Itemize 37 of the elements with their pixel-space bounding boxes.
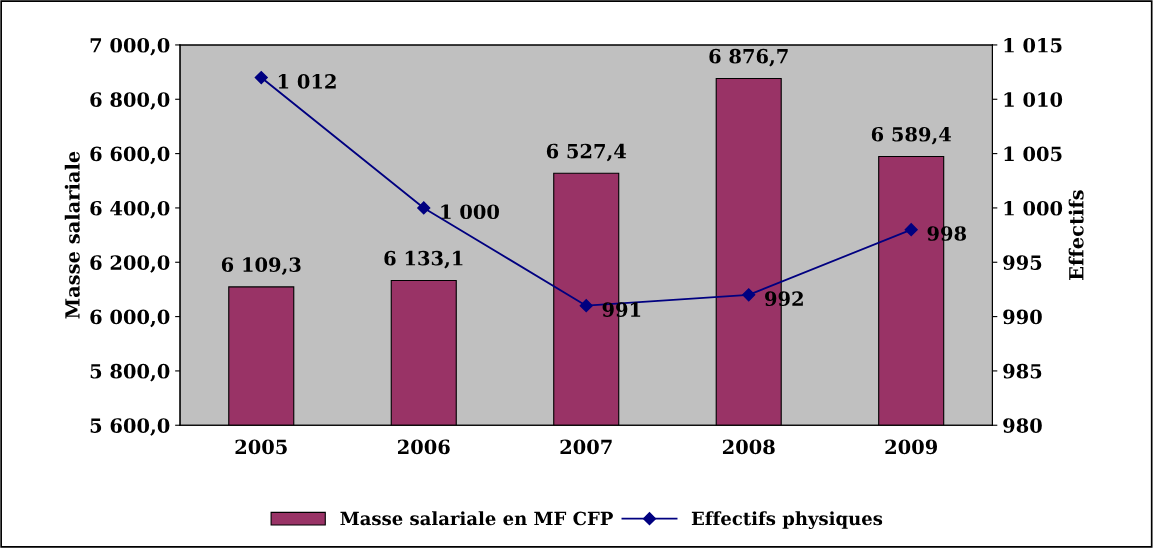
point — [742, 288, 756, 302]
point — [904, 223, 918, 237]
data-label: 6 589,4 — [871, 126, 951, 145]
data-label: 6 527,4 — [546, 143, 627, 162]
x-tick-label: 2007 — [560, 439, 612, 455]
y-tick-label: 7 000,0 — [90, 37, 170, 56]
data-label: 1 012 — [278, 74, 336, 89]
point — [579, 299, 593, 313]
y2-tick-label: 990 — [1003, 309, 1042, 325]
y-tick-label: 5 600,0 — [90, 418, 170, 436]
y2-tick-label: 1 015 — [1004, 37, 1062, 53]
point — [254, 70, 268, 85]
y2-tick-label: 995 — [1003, 255, 1042, 270]
y2-tick-label: 1 010 — [1004, 92, 1063, 107]
y2-axis-title: Effectifs — [1068, 190, 1084, 280]
x-tick-label: 2008 — [722, 439, 775, 455]
point — [417, 201, 431, 215]
data-label: 6 876,7 — [709, 48, 788, 67]
y2-tick-label: 1 000 — [1004, 200, 1063, 216]
data-label: 6 109,3 — [221, 257, 301, 275]
y-tick-label: 6 200,0 — [90, 255, 170, 273]
y-tick-label: 6 600,0 — [90, 146, 170, 165]
legend-label: Effectifs physiques — [691, 511, 883, 530]
y2-tick-label: 985 — [1003, 363, 1042, 379]
x-tick-label: 2009 — [885, 439, 938, 455]
y-tick-label: 6 800,0 — [90, 92, 170, 110]
x-tick-label: 2006 — [397, 439, 450, 455]
y-axis-title: Masse salariale — [64, 151, 80, 319]
y-tick-label: 6 400,0 — [90, 200, 170, 219]
y-tick-label: 5 800,0 — [90, 363, 170, 382]
x-tick-label: 2005 — [235, 439, 287, 455]
data-label: 6 133,1 — [384, 250, 463, 269]
y-tick-label: 6 000,0 — [90, 309, 170, 328]
y2-tick-label: 1 005 — [1004, 146, 1062, 162]
y2-tick-label: 980 — [1003, 418, 1042, 433]
legend-label: Masse salariale en MF CFP — [340, 511, 613, 526]
data-label: 1 000 — [441, 204, 499, 220]
